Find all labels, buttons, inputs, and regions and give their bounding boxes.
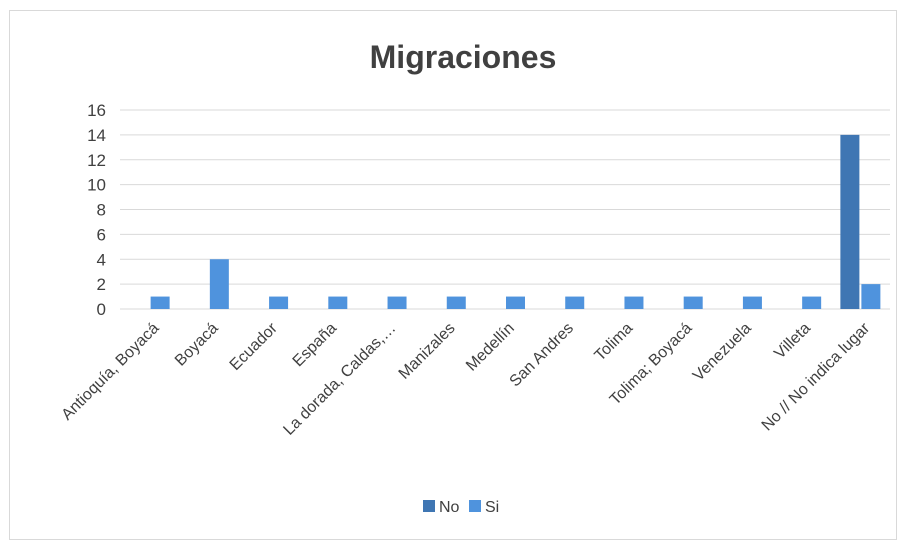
y-axis-ticks: 0 2 4 6 8 10 12 14 16 — [87, 101, 106, 319]
bar-si-5 — [446, 296, 466, 309]
legend-swatch — [469, 500, 481, 512]
bar-si-1 — [209, 259, 229, 309]
bar-si-10 — [742, 296, 762, 309]
x-tick-label: Ecuador — [227, 319, 282, 374]
legend: No Si — [423, 499, 499, 516]
x-tick-label: San Andres — [507, 320, 578, 391]
y-tick-label: 16 — [87, 101, 106, 120]
y-tick-label: 4 — [97, 250, 106, 269]
y-tick-label: 2 — [97, 275, 106, 294]
bar-si-6 — [506, 296, 525, 309]
bar-si-9 — [683, 296, 703, 309]
x-tick-label: Venezuela — [690, 320, 755, 385]
gridlines — [120, 109, 890, 310]
y-tick-label: 8 — [97, 201, 106, 220]
legend-label: Si — [485, 499, 499, 516]
bar-si-0 — [150, 296, 170, 309]
x-tick-label: Antioquía, Boyacá — [59, 320, 163, 424]
legend-swatch — [423, 500, 435, 512]
bars — [150, 134, 881, 309]
y-tick-label: 14 — [87, 126, 106, 145]
bar-si-3 — [328, 296, 348, 309]
y-tick-label: 12 — [87, 151, 106, 170]
x-tick-label: Villeta — [771, 320, 814, 363]
bar-si-12 — [861, 284, 881, 309]
y-tick-label: 6 — [97, 225, 106, 244]
y-tick-label: 0 — [97, 300, 106, 319]
chart-frame — [9, 10, 897, 540]
chart-title: Migraciones — [370, 39, 557, 75]
bar-no-12 — [840, 134, 860, 309]
x-tick-label: Boyacá — [172, 320, 222, 370]
bar-si-2 — [269, 296, 289, 309]
x-tick-label: No // No indica lugar — [759, 319, 874, 434]
bar-si-11 — [802, 296, 822, 309]
y-tick-label: 10 — [87, 176, 106, 195]
bar-si-7 — [565, 296, 585, 309]
x-tick-label: Manizales — [396, 320, 459, 383]
x-tick-label: Medellín — [463, 320, 518, 375]
x-tick-label: Tolima — [592, 320, 637, 365]
bar-si-4 — [387, 296, 407, 309]
bar-si-8 — [624, 296, 644, 309]
x-tick-label: La dorada, Caldas,… — [280, 320, 399, 439]
x-tick-label: España — [290, 320, 340, 370]
legend-label: No — [439, 499, 460, 516]
